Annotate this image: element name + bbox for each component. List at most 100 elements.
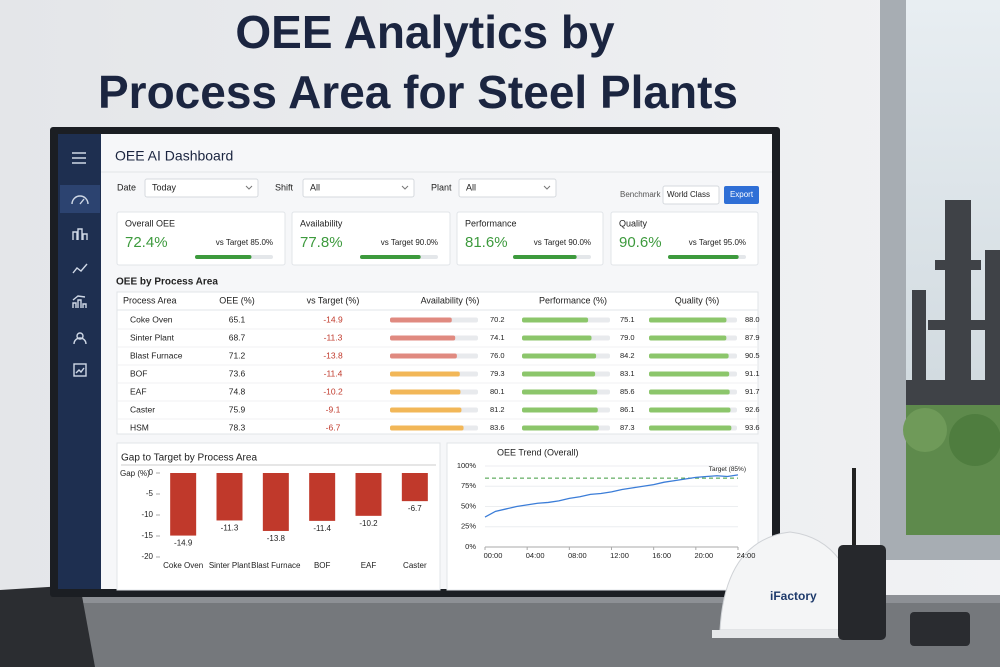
cell-value: 83.1 [620,369,635,378]
steel-tower [906,200,1000,410]
oee-value: 65.1 [229,314,246,324]
kpi-card [456,211,604,266]
column-header: Quality (%) [675,295,720,305]
x-tick-label: Coke Oven [163,561,203,570]
chart-title: Gap to Target by Process Area [121,453,257,464]
filter-select[interactable] [458,178,557,198]
value-label: -11.4 [313,524,331,533]
oee-value: 78.3 [229,422,246,432]
kpi-label: Overall OEE [125,218,175,228]
area-name: BOF [130,368,147,378]
x-tick-label: 00:00 [484,551,503,560]
benchmark-select[interactable] [662,185,720,205]
chevron [543,185,551,190]
cell-bar [390,371,460,377]
chevron [245,185,253,190]
cell-value: 75.1 [620,315,635,324]
device [910,612,970,646]
area-name: EAF [130,386,147,396]
kpi-value: 81.6% [465,234,508,251]
kpi-bar [513,255,577,259]
oee-value: 75.9 [229,404,246,414]
cell-bar [390,407,462,413]
bar [355,473,382,516]
kpi-bar [668,255,739,259]
cell-bar [390,389,461,395]
cell-value: 91.7 [745,387,760,396]
cell-value: 74.1 [490,333,505,342]
cell-value: 83.6 [490,423,505,432]
column-header: OEE (%) [219,295,255,305]
x-tick-label: BOF [314,561,331,570]
filter-label: Shift [275,182,294,192]
export-label[interactable]: Export [730,190,754,199]
value-label: -6.7 [408,504,422,513]
cell-value: 86.1 [620,405,635,414]
cell-value: 79.3 [490,369,505,378]
gap-value: -11.4 [324,368,343,378]
table-title: OEE by Process Area [116,277,218,288]
table [116,291,759,435]
cell-bar [649,407,731,413]
area-name: Blast Furnace [130,350,183,360]
kpi-value: 72.4% [125,234,168,251]
cell-bar [649,335,727,341]
kpi-value: 90.6% [619,234,662,251]
filter-value[interactable]: All [310,182,320,192]
filter-value[interactable]: Today [152,182,177,192]
value-label: -13.8 [267,534,286,543]
gap-value: -11.3 [324,332,343,342]
filter-select[interactable] [302,178,415,198]
export-button[interactable] [724,186,759,204]
cell-bar [522,371,596,377]
cell-value: 88.0 [745,315,760,324]
column-header: Process Area [123,295,177,305]
helmet-brim [712,630,872,638]
column-header: Availability (%) [421,295,480,305]
area-name: Coke Oven [130,314,173,324]
y-tick-label: 0 [149,468,154,477]
x-tick-label: 12:00 [610,551,629,560]
oee-value: 71.2 [229,350,246,360]
gap-value: -14.9 [323,314,343,324]
y-tick-label: 25% [461,522,476,531]
filter-select[interactable] [144,178,259,198]
cell-bar [522,389,598,395]
gap-value: -10.2 [323,386,343,396]
cell-bar [649,389,730,395]
benchmark-value[interactable]: World Class [667,190,710,199]
value-label: -10.2 [359,519,378,528]
chair [0,585,95,667]
x-tick-label: 20:00 [694,551,713,560]
oee-value: 68.7 [229,332,246,342]
y-tick-label: 75% [461,481,476,490]
value-label: -11.3 [221,524,239,533]
cell-value: 90.5 [745,351,760,360]
x-tick-label: 04:00 [526,551,545,560]
bar [170,473,197,536]
value-label: -14.9 [174,539,193,548]
bar [216,473,243,521]
y-tick-label: 0% [465,542,476,551]
y-tick-label: -15 [141,531,153,540]
y-axis-label: Gap (%) [120,469,150,478]
kpi-bar [195,255,252,259]
desk-edge [0,595,1000,603]
cell-bar [390,335,456,341]
column-header: vs Target (%) [307,295,360,305]
trend-line [484,474,739,518]
cell-value: 70.2 [490,315,505,324]
kpi-label: Availability [300,218,343,228]
x-tick-label: 24:00 [737,551,756,560]
gap-value: -9.1 [326,404,341,414]
kpi-card [291,211,451,266]
cell-bar [522,353,597,359]
cell-bar [390,317,452,323]
filter-value[interactable]: All [466,182,476,192]
y-tick-label: -10 [141,510,153,519]
cell-value: 80.1 [490,387,505,396]
headline: OEE Analytics by [235,6,615,58]
y-tick-label: 100% [457,461,477,470]
filter-label: Date [117,182,136,192]
